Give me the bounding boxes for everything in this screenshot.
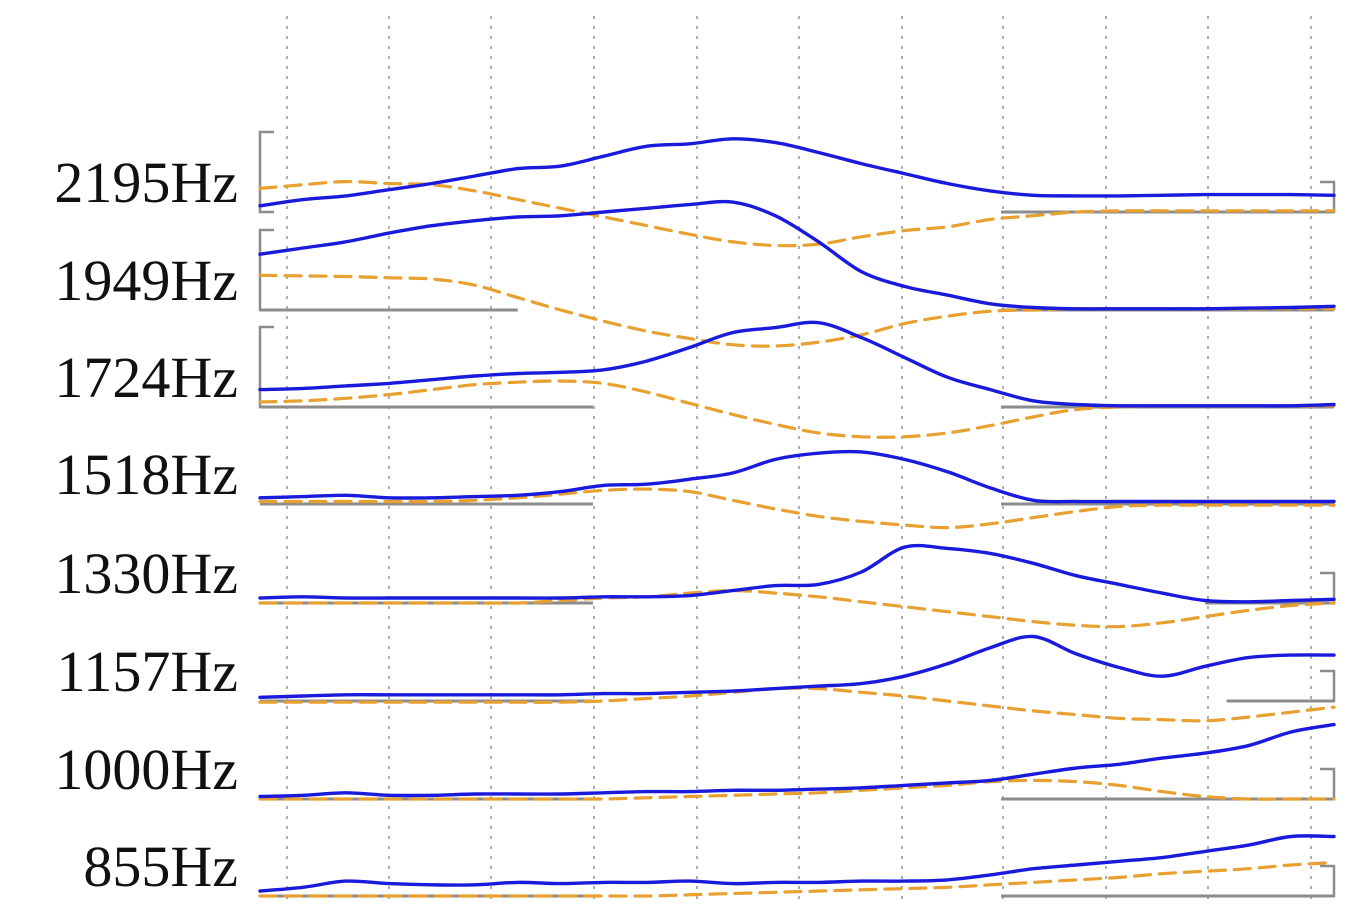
- solid-series-line: [258, 320, 1336, 408]
- dashed-series-line: [258, 379, 1336, 439]
- solid-series-line: [258, 137, 1336, 208]
- solid-series-line: [258, 634, 1336, 699]
- solid-series-line: [258, 449, 1336, 504]
- row-bracket: [1320, 180, 1336, 214]
- row-label: 1000Hz: [54, 737, 238, 802]
- row-bracket: [1320, 669, 1336, 703]
- dashed-series-line: [258, 686, 1336, 723]
- dashed-series-line: [258, 778, 1336, 801]
- row-label: 1518Hz: [54, 442, 238, 507]
- solid-series-line: [258, 722, 1336, 799]
- row-label: 1724Hz: [54, 345, 238, 410]
- series-layer: [258, 137, 1336, 898]
- row-bracket: [258, 228, 274, 312]
- row-bracket: [1320, 767, 1336, 801]
- solid-series-line: [258, 834, 1336, 893]
- row-label: 1949Hz: [54, 248, 238, 313]
- dashed-series-line: [258, 588, 1336, 629]
- solid-series-line: [258, 199, 1336, 311]
- dashed-series-line: [258, 179, 1336, 248]
- row-label: 1330Hz: [54, 541, 238, 606]
- row-bracket: [258, 325, 274, 409]
- row-label: 1157Hz: [57, 639, 238, 704]
- row-label: 855Hz: [83, 834, 238, 899]
- row-bracket: [1320, 864, 1336, 898]
- row-bracket: [258, 130, 274, 214]
- row-label: 2195Hz: [54, 150, 238, 215]
- dashed-series-line: [258, 487, 1336, 530]
- row-bracket: [1320, 571, 1336, 605]
- row-labels: 2195Hz 1949Hz 1724Hz 1518Hz 1330Hz 1157Hz 1000…: [54, 150, 238, 899]
- dashed-series-line: [258, 860, 1336, 898]
- solid-series-line: [258, 543, 1336, 604]
